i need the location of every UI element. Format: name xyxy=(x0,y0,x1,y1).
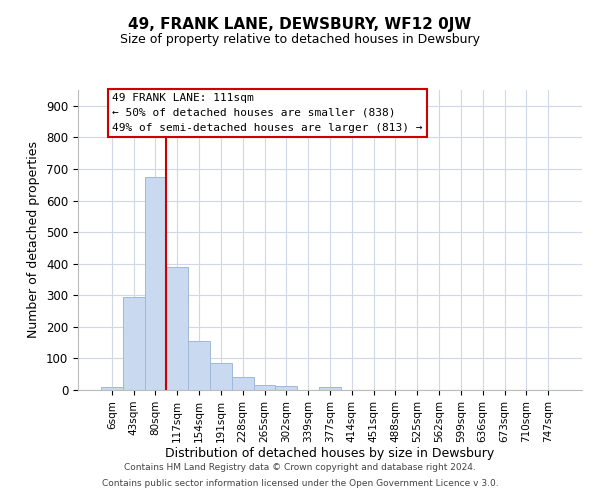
Bar xyxy=(101,388,123,390)
X-axis label: Distribution of detached houses by size in Dewsbury: Distribution of detached houses by size … xyxy=(166,448,494,460)
Bar xyxy=(145,177,166,390)
Text: 49 FRANK LANE: 111sqm
← 50% of detached houses are smaller (838)
49% of semi-det: 49 FRANK LANE: 111sqm ← 50% of detached … xyxy=(112,93,423,133)
Text: Size of property relative to detached houses in Dewsbury: Size of property relative to detached ho… xyxy=(120,32,480,46)
Bar xyxy=(166,267,188,390)
Text: 49, FRANK LANE, DEWSBURY, WF12 0JW: 49, FRANK LANE, DEWSBURY, WF12 0JW xyxy=(128,18,472,32)
Bar xyxy=(123,297,145,390)
Bar xyxy=(319,387,341,390)
Text: Contains public sector information licensed under the Open Government Licence v : Contains public sector information licen… xyxy=(101,478,499,488)
Bar xyxy=(188,341,210,390)
Text: Contains HM Land Registry data © Crown copyright and database right 2024.: Contains HM Land Registry data © Crown c… xyxy=(124,464,476,472)
Bar xyxy=(210,362,232,390)
Bar xyxy=(254,386,275,390)
Bar xyxy=(232,378,254,390)
Bar xyxy=(275,386,297,390)
Y-axis label: Number of detached properties: Number of detached properties xyxy=(28,142,40,338)
